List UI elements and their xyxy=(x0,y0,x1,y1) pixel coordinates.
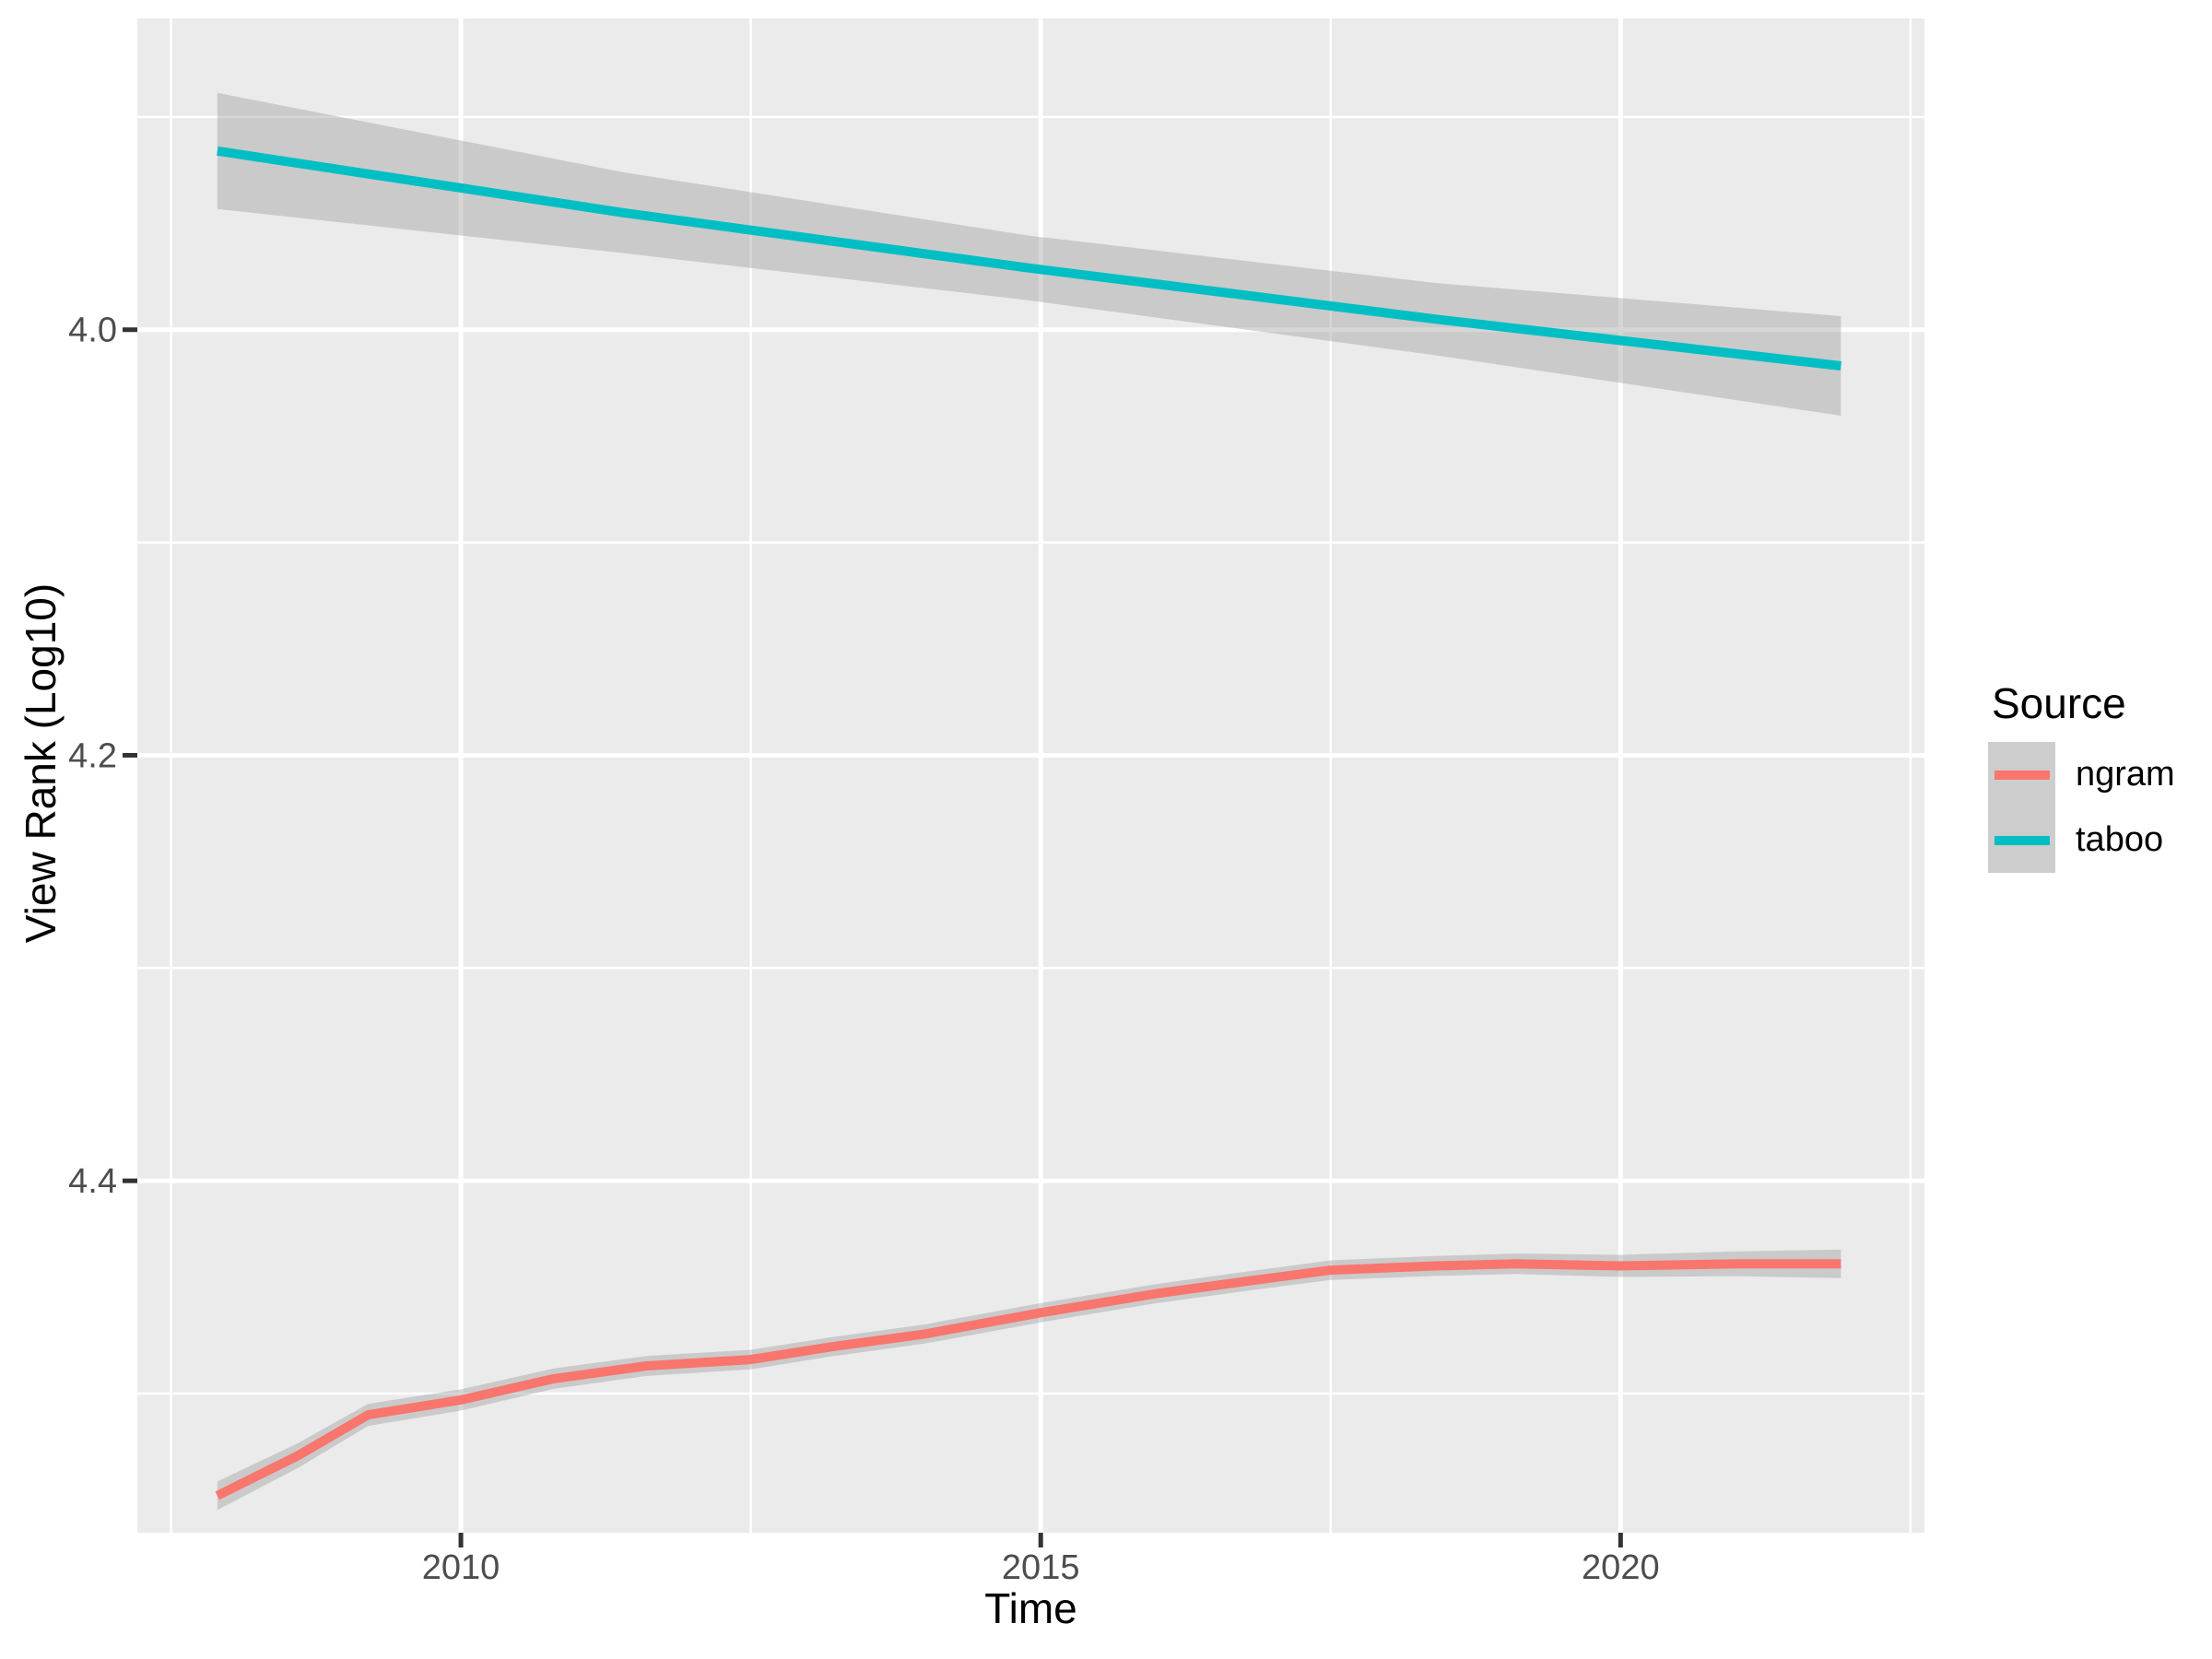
legend: Source ngram taboo xyxy=(1988,682,2175,873)
taboo-trend-line xyxy=(217,146,1841,371)
legend-item-taboo: taboo xyxy=(1988,807,2175,873)
x-axis-title: Time xyxy=(984,1584,1077,1632)
y-tick-label: 4.4 xyxy=(68,1162,117,1201)
legend-title: Source xyxy=(1992,679,2126,727)
legend-item-ngram: ngram xyxy=(1988,742,2175,807)
taboo-key-line-icon xyxy=(1994,835,2050,845)
legend-label-taboo: taboo xyxy=(2076,820,2164,859)
legend-keys: ngram taboo xyxy=(1988,742,2175,873)
y-axis-title: View Rank (Log10) xyxy=(17,582,65,944)
ngram-trend-line xyxy=(215,1259,1841,1500)
gridlines-major xyxy=(137,18,1924,1533)
axis-tick-labels: 2010 2015 2020 4.0 4.2 4.4 xyxy=(68,312,1659,1587)
y-tick-label: 4.0 xyxy=(68,312,117,350)
axis-tick-marks xyxy=(123,327,1623,1547)
y-tick-label: 4.2 xyxy=(68,736,117,775)
x-tick-label: 2015 xyxy=(1002,1548,1080,1587)
legend-key-ngram xyxy=(1988,742,2055,807)
legend-label-ngram: ngram xyxy=(2076,755,2175,794)
x-tick-label: 2020 xyxy=(1582,1548,1660,1587)
legend-key-taboo xyxy=(1988,807,2055,873)
gridlines-minor xyxy=(137,18,1924,1533)
series-lines xyxy=(215,146,1841,1500)
ngram-key-line-icon xyxy=(1994,770,2050,780)
taboo-confidence-ribbon xyxy=(217,92,1841,417)
x-tick-label: 2010 xyxy=(422,1548,500,1587)
